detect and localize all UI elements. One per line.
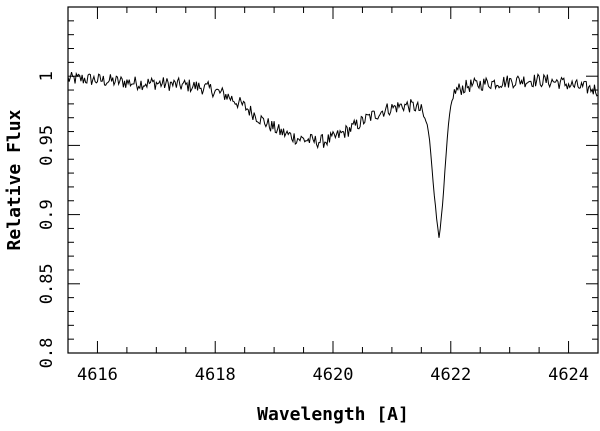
y-axis-tick-labels: 0.8 0.85 0.9 0.95 1 <box>37 71 57 368</box>
x-tick-label: 4624 <box>548 365 589 385</box>
x-tick-label: 4616 <box>77 365 118 385</box>
y-axis-label: Relative Flux <box>4 109 25 250</box>
y-tick-label: 0.85 <box>37 263 57 304</box>
y-tick-label: 0.95 <box>37 125 57 166</box>
spectrum-series-line <box>67 71 599 238</box>
plot-frame <box>67 6 599 354</box>
x-axis-ticks <box>67 7 599 353</box>
x-tick-label: 4622 <box>430 365 471 385</box>
x-axis-label: Wavelength [A] <box>257 404 409 425</box>
y-tick-label: 1 <box>37 71 57 81</box>
x-tick-label: 4620 <box>313 365 354 385</box>
y-tick-label: 0.9 <box>37 199 57 230</box>
x-axis-tick-labels: 4616 4618 4620 4622 4624 <box>77 365 589 385</box>
y-tick-label: 0.8 <box>37 338 57 369</box>
y-axis-ticks <box>68 6 598 354</box>
x-tick-label: 4618 <box>195 365 236 385</box>
